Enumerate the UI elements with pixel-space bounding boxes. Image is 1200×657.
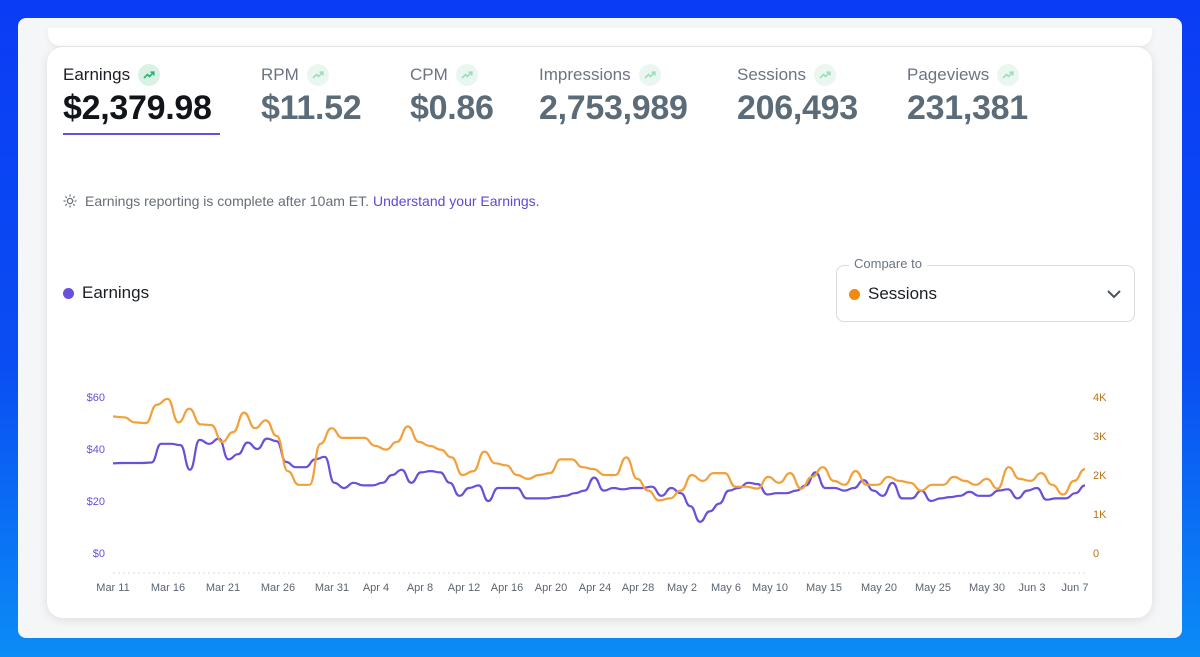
- x-tick-label: May 15: [806, 582, 842, 594]
- metric-pageviews[interactable]: Pageviews 231,381: [907, 62, 1028, 128]
- metric-sessions[interactable]: Sessions 206,493: [737, 62, 858, 128]
- y-right-tick-label: 2K: [1093, 470, 1107, 482]
- x-tick-label: May 30: [969, 582, 1005, 594]
- x-tick-label: Apr 8: [407, 582, 433, 594]
- y-left-tick-label: $0: [93, 548, 105, 560]
- metric-label: RPM: [261, 65, 299, 84]
- x-tick-label: Mar 11: [96, 582, 129, 594]
- compare-to-select[interactable]: Compare to Sessions: [836, 256, 1135, 322]
- x-tick-label: May 20: [861, 582, 897, 594]
- understand-earnings-link[interactable]: Understand your Earnings.: [373, 193, 540, 209]
- metric-label: Pageviews: [907, 65, 990, 84]
- series-line-sessions: [112, 397, 1086, 502]
- x-tick-label: May 2: [667, 582, 697, 594]
- y-right-tick-label: 3K: [1093, 431, 1107, 443]
- metric-value: $0.86: [410, 89, 494, 127]
- x-tick-label: Apr 28: [622, 582, 654, 594]
- x-tick-label: Apr 16: [491, 582, 523, 594]
- metric-label: CPM: [410, 65, 448, 84]
- metric-value: 206,493: [737, 89, 858, 127]
- x-tick-label: May 6: [711, 582, 741, 594]
- chevron-down-icon: [1106, 286, 1122, 307]
- metric-value: $11.52: [261, 89, 362, 127]
- active-metric-underline: [63, 133, 220, 135]
- x-tick-label: Apr 20: [535, 582, 567, 594]
- x-tick-label: Mar 31: [315, 582, 349, 594]
- x-tick-label: Jun 7: [1062, 582, 1089, 594]
- x-tick-label: Apr 4: [363, 582, 389, 594]
- trend-up-icon: [813, 64, 836, 86]
- trend-up-icon: [138, 64, 161, 86]
- legend-label-earnings: Earnings: [82, 283, 150, 302]
- trend-up-icon: [638, 64, 661, 86]
- y-left-tick-label: $60: [87, 392, 105, 404]
- notice-text: Earnings reporting is complete after 10a…: [85, 193, 370, 209]
- metric-value: 231,381: [907, 89, 1028, 127]
- series-line-earnings: [112, 437, 1086, 523]
- metric-impressions[interactable]: Impressions 2,753,989: [539, 62, 688, 128]
- trend-up-icon: [455, 64, 478, 86]
- metric-value: $2,379.98: [63, 89, 212, 127]
- legend-dot-earnings: [63, 287, 74, 299]
- metric-label: Earnings: [63, 65, 131, 84]
- x-tick-label: Jun 3: [1019, 582, 1046, 594]
- chart-legend: Earnings: [63, 283, 149, 303]
- metric-earnings[interactable]: Earnings $2,379.98: [63, 62, 212, 128]
- x-tick-label: Apr 12: [448, 582, 480, 594]
- earnings-sessions-chart: $0 $20 $40 $60 0 1K 2K 3K 4K Mar 11 Mar 16 Mar 21 Ma…: [87, 392, 1107, 594]
- sessions-dot: [849, 288, 860, 300]
- compare-to-label: Compare to: [849, 256, 927, 271]
- metric-label: Impressions: [539, 65, 631, 84]
- x-tick-label: May 25: [915, 582, 951, 594]
- y-right-tick-label: 4K: [1093, 392, 1107, 404]
- sun-icon: [63, 194, 77, 208]
- y-left-tick-label: $40: [87, 444, 105, 456]
- metric-label: Sessions: [737, 65, 806, 84]
- y-right-tick-label: 1K: [1093, 509, 1107, 521]
- x-tick-label: Mar 16: [151, 582, 185, 594]
- x-tick-label: Mar 21: [206, 582, 240, 594]
- earnings-notice: Earnings reporting is complete after 10a…: [63, 191, 540, 211]
- trend-up-icon: [997, 64, 1020, 86]
- compare-selected-value: Sessions: [868, 284, 937, 303]
- x-tick-label: Mar 26: [261, 582, 295, 594]
- metric-rpm[interactable]: RPM $11.52: [261, 62, 362, 128]
- metric-value: 2,753,989: [539, 89, 688, 127]
- trend-up-icon: [306, 64, 329, 86]
- metric-cpm[interactable]: CPM $0.86: [410, 62, 494, 128]
- y-left-tick-label: $20: [87, 496, 105, 508]
- x-tick-label: Apr 24: [579, 582, 611, 594]
- header-strip: [48, 28, 1152, 46]
- x-tick-label: May 10: [752, 582, 788, 594]
- earnings-card: Earnings $2,379.98 RPM $11.52 CPM $0.86 …: [47, 47, 1152, 618]
- y-right-tick-label: 0: [1093, 548, 1099, 560]
